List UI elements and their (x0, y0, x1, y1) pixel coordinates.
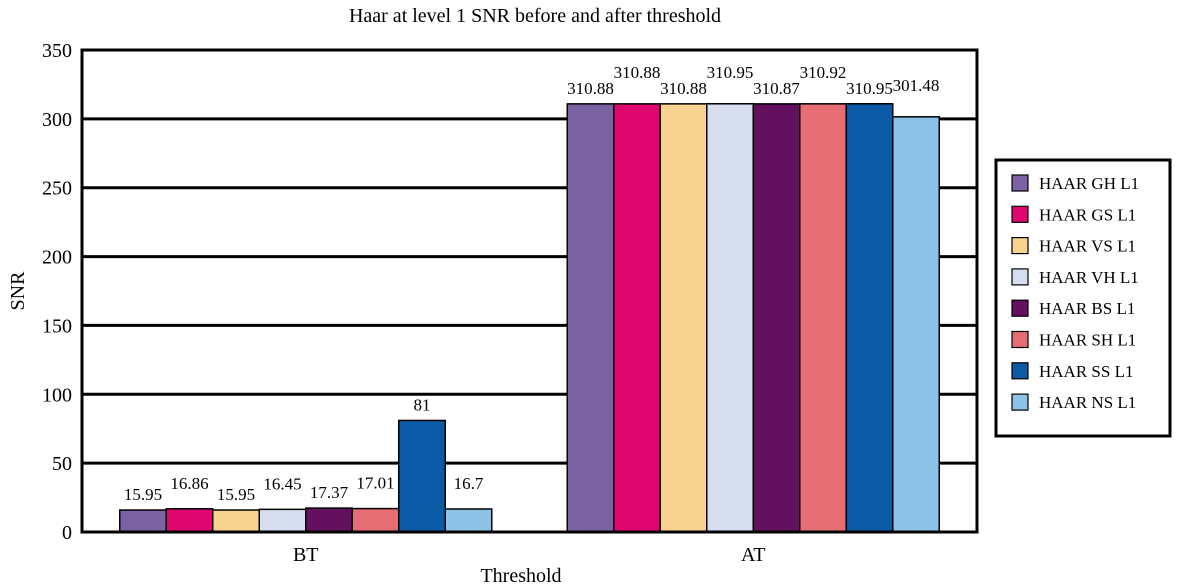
y-tick-label: 350 (42, 40, 72, 62)
bar (165, 508, 214, 533)
chart-title: Haar at level 1 SNR before and after thr… (349, 5, 721, 27)
bar (258, 508, 307, 533)
bar (566, 103, 615, 533)
bar (659, 103, 708, 533)
legend-swatch (1011, 174, 1029, 192)
data-label: 310.87 (753, 79, 800, 98)
data-label: 17.01 (356, 474, 394, 493)
bar (892, 116, 940, 533)
x-tick-label: AT (741, 544, 765, 566)
legend-label: HAAR NS L1 (1039, 393, 1136, 412)
legend-swatch (1011, 393, 1029, 411)
data-label: 17.37 (310, 483, 349, 502)
data-label: 16.45 (263, 474, 301, 493)
x-tick-labels: BT AT (293, 544, 766, 566)
legend-label: HAAR VS L1 (1039, 237, 1136, 256)
legend-swatch (1011, 330, 1029, 349)
y-tick-label: 100 (42, 384, 72, 406)
legend-label: HAAR VH L1 (1039, 268, 1139, 287)
bar (845, 103, 894, 533)
y-tick-labels: 0 50 100 150 200 250 300 350 (42, 40, 72, 544)
bar (351, 507, 400, 533)
data-labels: 15.95 16.86 15.95 16.45 17.37 17.01 81 16.7 310.… (124, 63, 940, 504)
data-label: 310.95 (707, 63, 754, 82)
legend-label: HAAR BS L1 (1039, 299, 1135, 318)
legend-label: HAAR SH L1 (1039, 331, 1136, 350)
data-label: 15.95 (124, 485, 162, 504)
data-label: 16.7 (454, 474, 484, 493)
y-tick-label: 200 (42, 247, 72, 269)
bar (444, 508, 493, 533)
legend-swatch (1011, 205, 1029, 223)
bar (706, 103, 754, 533)
y-tick-label: 300 (42, 109, 72, 131)
bar (212, 509, 260, 533)
legend-label: HAAR SS L1 (1039, 362, 1133, 381)
bars (119, 103, 940, 533)
data-label: 310.88 (567, 79, 614, 98)
data-label: 301.48 (893, 76, 940, 95)
legend-label: HAAR GH L1 (1039, 174, 1139, 193)
legend-box (994, 158, 1172, 438)
y-tick-label: 150 (42, 315, 72, 337)
y-tick-label: 50 (52, 453, 72, 475)
bar (752, 103, 801, 533)
data-label: 310.88 (614, 63, 661, 82)
bar (613, 103, 661, 533)
legend-swatch (1011, 362, 1029, 380)
data-label: 310.95 (846, 79, 893, 98)
y-tick-label: 250 (42, 178, 72, 200)
bar (799, 103, 847, 533)
legend: HAAR GH L1 HAAR GS L1 HAAR VS L1 HAAR VH L1… (994, 158, 1172, 438)
legend-label: HAAR GS L1 (1039, 205, 1136, 224)
x-axis-label: Threshold (480, 565, 561, 587)
plot-frame (80, 48, 979, 534)
data-label: 15.95 (217, 485, 255, 504)
data-label: 310.88 (660, 79, 707, 98)
legend-swatch (1011, 237, 1029, 255)
data-label: 310.92 (800, 63, 847, 82)
y-axis-label: SNR (7, 271, 29, 311)
bar (398, 419, 446, 533)
bar (305, 507, 353, 533)
bar (119, 509, 167, 533)
y-tick-label: 0 (62, 522, 72, 544)
data-label: 16.86 (170, 474, 208, 493)
legend-swatch (1011, 268, 1029, 286)
x-tick-label: BT (293, 544, 319, 566)
legend-swatch (1011, 299, 1029, 317)
data-label: 81 (414, 395, 431, 414)
